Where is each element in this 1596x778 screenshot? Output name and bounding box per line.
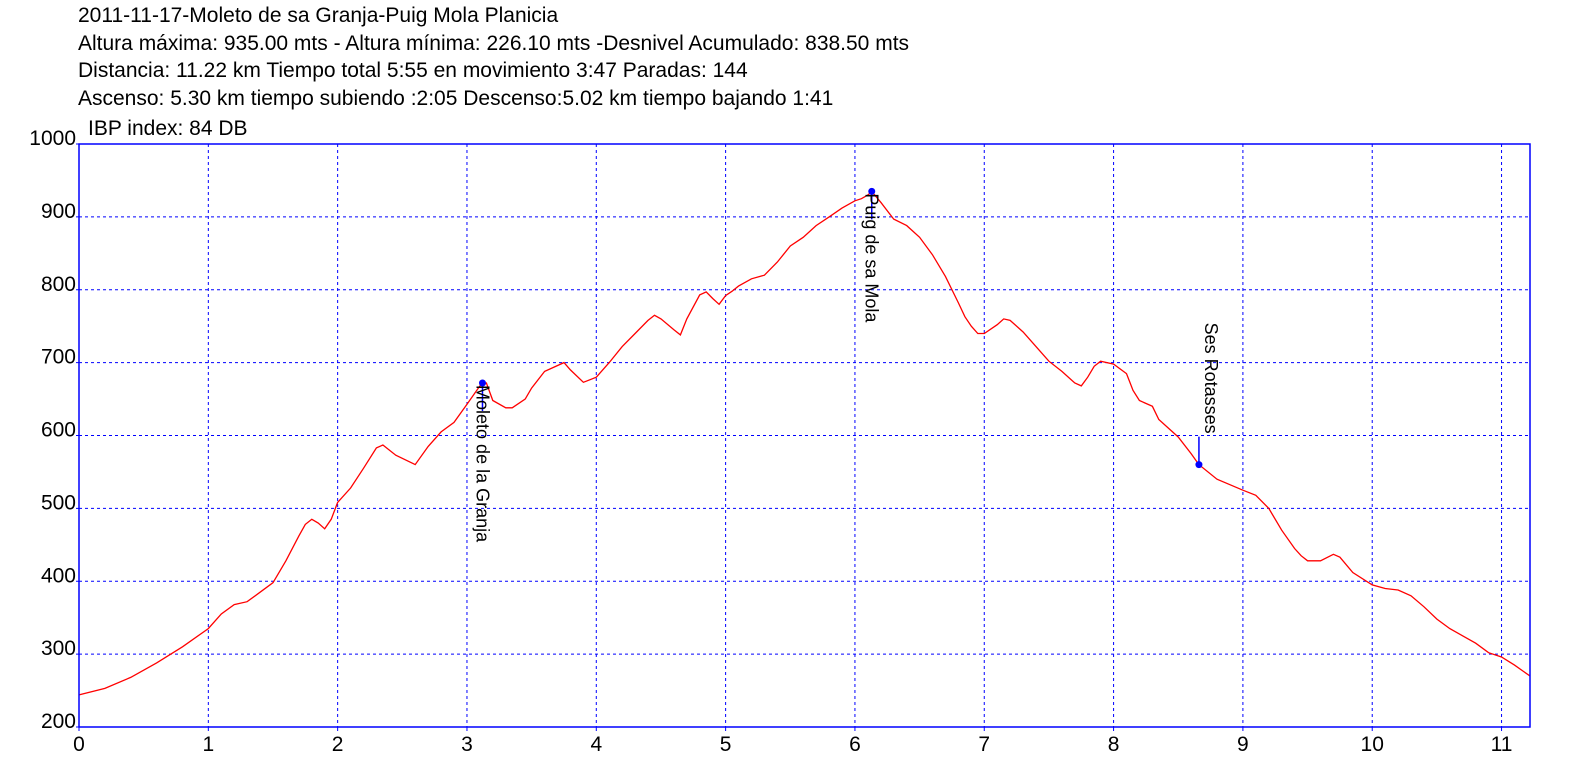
waypoint-dot bbox=[478, 379, 486, 387]
y-tick-label: 300 bbox=[41, 637, 76, 660]
waypoint-label: Moleto de la Granja bbox=[472, 385, 492, 543]
waypoint-dot bbox=[868, 187, 876, 195]
waypoint-label: Puig de sa Mola bbox=[862, 193, 882, 323]
y-tick-label: 700 bbox=[41, 346, 76, 369]
x-tick-label: 0 bbox=[73, 733, 85, 756]
waypoint-dot bbox=[1195, 461, 1203, 469]
waypoint-markers: Moleto de la Granja Puig de sa Mola Ses Ro… bbox=[472, 187, 1221, 543]
y-tick-label: 600 bbox=[41, 419, 76, 442]
y-tick-label: 200 bbox=[41, 710, 76, 733]
x-tick-label: 4 bbox=[590, 733, 602, 756]
x-tick-label: 10 bbox=[1361, 733, 1384, 756]
y-tick-label: 1000 bbox=[29, 127, 76, 150]
x-tick-label: 9 bbox=[1237, 733, 1249, 756]
x-tick-label: 7 bbox=[978, 733, 990, 756]
summary-ascent-descent: Ascenso: 5.30 km tiempo subiendo :2:05 D… bbox=[78, 86, 834, 110]
y-tick-label: 400 bbox=[41, 564, 76, 587]
chart-title-block: 2011-11-17-Moleto de sa Granja-Puig Mola… bbox=[78, 2, 909, 112]
plot-frame bbox=[78, 143, 1531, 728]
x-tick-label: 2 bbox=[332, 733, 344, 756]
chart-title: 2011-11-17-Moleto de sa Granja-Puig Mola… bbox=[78, 4, 559, 27]
elevation-line bbox=[78, 190, 1531, 696]
x-tick-label: 3 bbox=[461, 733, 473, 756]
grid-lines bbox=[79, 144, 1530, 727]
x-tick-label: 5 bbox=[720, 733, 732, 756]
ibp-index: IBP index: 84 DB bbox=[88, 117, 248, 140]
x-tick-label: 8 bbox=[1108, 733, 1120, 756]
y-tick-label: 800 bbox=[41, 273, 76, 296]
x-tick-label: 11 bbox=[1491, 733, 1513, 756]
x-tick-label: 6 bbox=[849, 733, 861, 756]
y-tick-label: 500 bbox=[41, 491, 76, 514]
y-tick-label: 900 bbox=[41, 200, 76, 223]
x-tick-label: 1 bbox=[202, 733, 214, 756]
y-axis-ticks: 200 300 400 500 600 700 800 900 1000 bbox=[29, 127, 79, 733]
x-axis-ticks: 0 1 2 3 4 5 6 7 8 9 10 11 bbox=[73, 727, 1512, 756]
waypoint-label: Ses Rotasses bbox=[1201, 323, 1221, 434]
summary-distance-time: Distancia: 11.22 km Tiempo total 5:55 en… bbox=[78, 59, 748, 82]
summary-altitudes: Altura máxima: 935.00 mts - Altura mínim… bbox=[78, 31, 910, 55]
